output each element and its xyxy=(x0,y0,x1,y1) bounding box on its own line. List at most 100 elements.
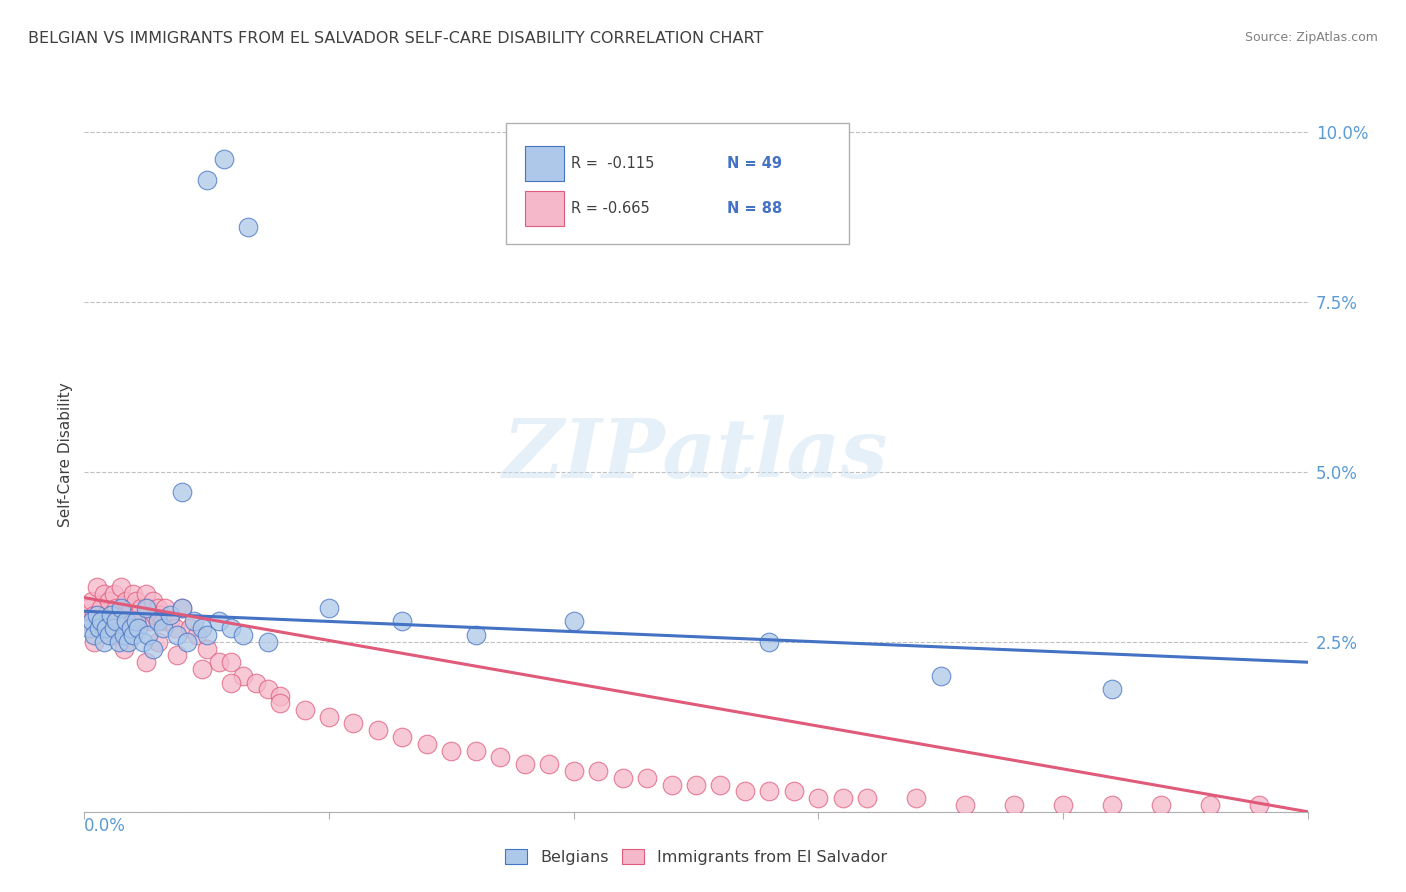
Point xyxy=(440,743,463,757)
Point xyxy=(1101,797,1123,812)
Text: 0.0%: 0.0% xyxy=(84,817,127,835)
Point xyxy=(232,628,254,642)
Point xyxy=(195,172,218,186)
Point xyxy=(146,600,169,615)
Point xyxy=(132,615,155,629)
Point xyxy=(186,628,208,642)
Point xyxy=(1101,682,1123,697)
Point xyxy=(93,587,115,601)
Point xyxy=(183,615,205,629)
Point xyxy=(93,621,115,635)
Point xyxy=(318,600,340,615)
Point xyxy=(257,682,280,697)
Point xyxy=(146,615,169,629)
Point xyxy=(562,764,585,778)
Point xyxy=(125,594,148,608)
Point xyxy=(1150,797,1173,812)
Point xyxy=(758,635,780,649)
Point xyxy=(232,669,254,683)
Point xyxy=(586,764,609,778)
Point xyxy=(929,669,952,683)
Point xyxy=(856,791,879,805)
Point xyxy=(100,607,122,622)
Point xyxy=(269,696,291,710)
Point xyxy=(97,628,120,642)
Text: N = 49: N = 49 xyxy=(727,156,782,170)
Point xyxy=(152,621,174,635)
Point xyxy=(953,797,976,812)
Point xyxy=(87,615,110,629)
Point xyxy=(135,600,157,615)
Point xyxy=(125,615,148,629)
Point xyxy=(87,621,110,635)
Point xyxy=(172,600,194,615)
Point xyxy=(159,615,181,629)
Point xyxy=(269,689,291,703)
Point xyxy=(219,675,242,690)
Point xyxy=(135,587,157,601)
Point xyxy=(636,771,658,785)
Point xyxy=(238,220,260,235)
Point xyxy=(166,648,188,663)
Point xyxy=(391,615,413,629)
Point xyxy=(143,607,166,622)
Point xyxy=(127,607,149,622)
Point xyxy=(734,784,756,798)
Point xyxy=(219,655,242,669)
Point xyxy=(1198,797,1220,812)
Point xyxy=(208,615,231,629)
Point xyxy=(342,716,364,731)
Point xyxy=(318,709,340,723)
Point xyxy=(1002,797,1025,812)
Point xyxy=(120,621,142,635)
Point xyxy=(127,621,149,635)
Point xyxy=(179,621,201,635)
Point xyxy=(294,703,316,717)
Point xyxy=(83,607,105,622)
Point xyxy=(107,615,129,629)
Point xyxy=(112,641,135,656)
Text: ZIPatlas: ZIPatlas xyxy=(503,415,889,495)
Point xyxy=(97,594,120,608)
Point xyxy=(783,784,806,798)
Text: R = -0.665: R = -0.665 xyxy=(571,202,650,217)
Point xyxy=(166,628,188,642)
Point xyxy=(96,621,118,635)
Point xyxy=(122,628,145,642)
Point xyxy=(1247,797,1270,812)
Point xyxy=(905,791,928,805)
Point xyxy=(77,600,100,615)
Point xyxy=(562,615,585,629)
Point xyxy=(464,743,486,757)
Point xyxy=(93,635,115,649)
Point xyxy=(661,778,683,792)
Point xyxy=(107,635,129,649)
Point xyxy=(103,587,125,601)
Point xyxy=(513,757,536,772)
Text: Source: ZipAtlas.com: Source: ZipAtlas.com xyxy=(1244,31,1378,45)
Point xyxy=(367,723,389,738)
Point xyxy=(172,600,194,615)
Point xyxy=(538,757,561,772)
Point xyxy=(100,615,122,629)
Point xyxy=(139,615,162,629)
FancyBboxPatch shape xyxy=(506,123,849,244)
Point xyxy=(117,635,139,649)
Point xyxy=(103,621,125,635)
Point xyxy=(90,615,112,629)
Point xyxy=(464,628,486,642)
Point xyxy=(110,581,132,595)
Point xyxy=(90,600,112,615)
Point xyxy=(112,607,135,622)
Point xyxy=(86,607,108,622)
Point xyxy=(136,628,159,642)
Point xyxy=(132,635,155,649)
Point xyxy=(208,655,231,669)
Point xyxy=(195,641,218,656)
Point xyxy=(489,750,512,764)
Point xyxy=(709,778,731,792)
Point xyxy=(391,730,413,744)
Point xyxy=(831,791,853,805)
Point xyxy=(129,600,152,615)
Point xyxy=(86,581,108,595)
